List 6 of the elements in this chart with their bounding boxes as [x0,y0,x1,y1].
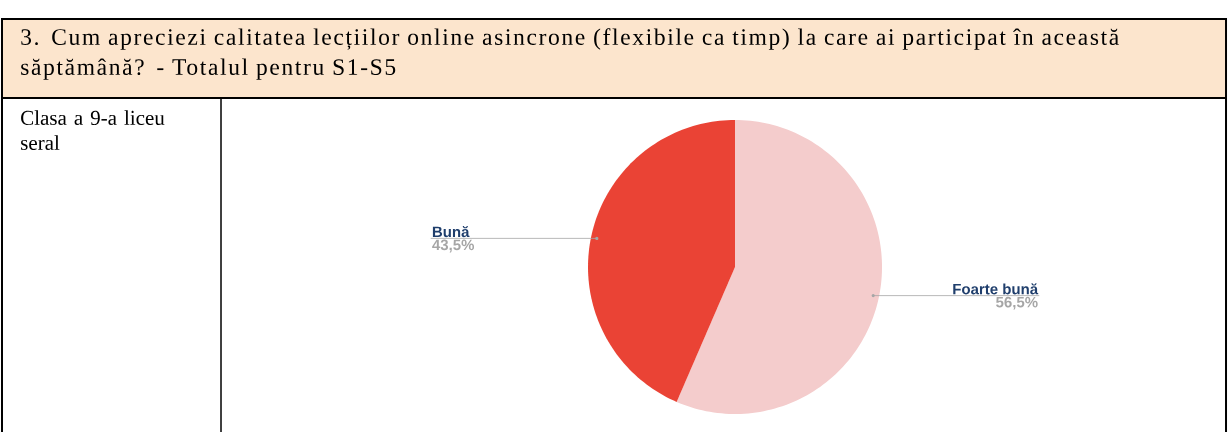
chart-title: 3. Cum apreciezi calitatea lecțiilor online asincrone (flexibile ca timp) la care ai participat în această săptămână? - Totalul pentru S1-S5 [21,28,1119,80]
slice-label: Bună [432,226,470,238]
data-label: 56,5% [996,296,1038,310]
data-label: 43,5% [432,239,475,253]
text: Clasa a 9-a liceu seral [21,110,165,150]
slice-label: Foarte bună [953,283,1039,295]
